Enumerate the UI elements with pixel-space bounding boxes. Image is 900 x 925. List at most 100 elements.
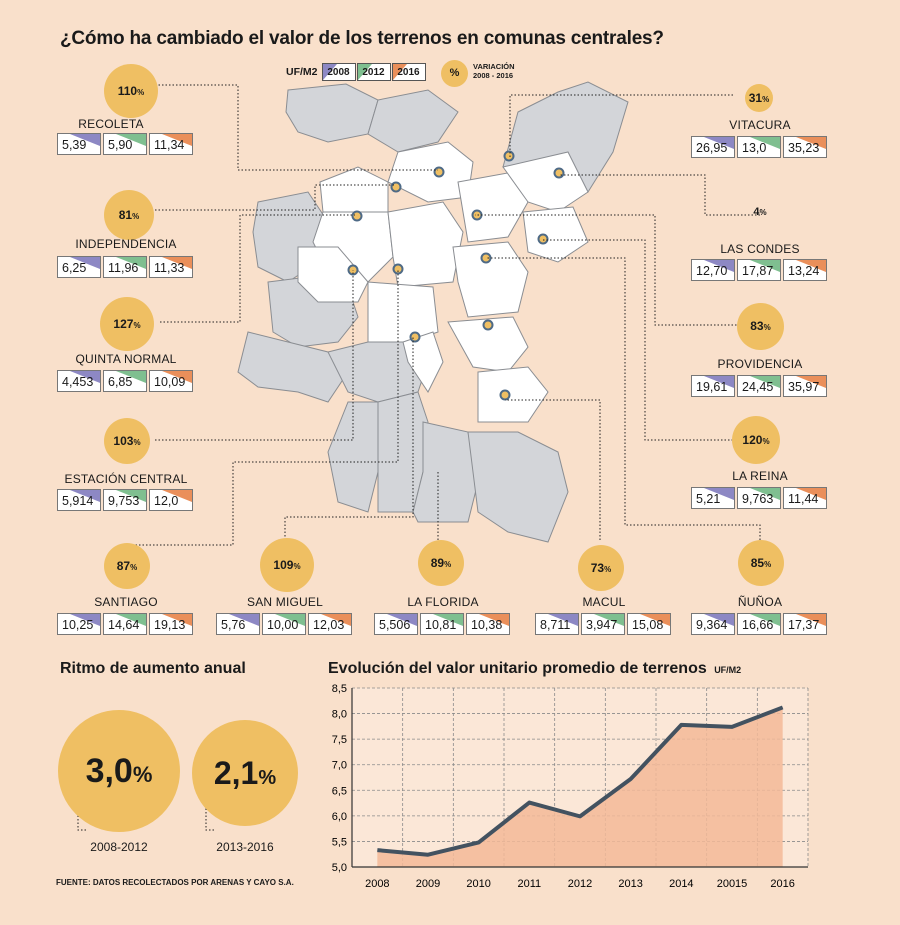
chart-title: Evolución del valor unitario promedio de… xyxy=(328,660,742,677)
comuna-values-macul: 8,711 3,947 15,08 xyxy=(535,613,673,635)
annual-rate-period-1: 2008-2012 xyxy=(90,840,148,854)
y-tick-label: 8,5 xyxy=(332,683,347,695)
value-cell-2016: 35,97 xyxy=(783,375,827,397)
map-zone-las-condes xyxy=(522,206,589,263)
y-tick-label: 7,0 xyxy=(332,760,347,772)
value-cell-2008: 6,25 xyxy=(57,256,101,278)
variation-badge-la-florida: 89% xyxy=(418,540,464,586)
map-zone-north xyxy=(367,89,459,153)
value-cell-2012: 17,87 xyxy=(737,259,781,281)
variation-badge-santiago: 87% xyxy=(104,543,150,589)
comuna-name-la-reina: LA REINA xyxy=(732,469,788,483)
variation-badge-percent: % xyxy=(759,208,767,217)
value-cell-2008: 26,95 xyxy=(691,136,735,158)
page-title: ¿Cómo ha cambiado el valor de los terren… xyxy=(60,28,664,49)
comuna-values-estación-central: 5,914 9,753 12,0 xyxy=(57,489,195,511)
value-cell-2016: 12,0 xyxy=(149,489,193,511)
variation-badge-providencia: 83% xyxy=(737,303,784,350)
connector-providencia xyxy=(475,214,740,326)
y-tick-label: 6,5 xyxy=(332,785,347,797)
x-tick-label: 2012 xyxy=(568,878,592,890)
map-dot-nunoa xyxy=(480,252,492,264)
variation-badge-percent: % xyxy=(293,562,301,571)
comuna-values-quinta-normal: 4,453 6,85 10,09 xyxy=(57,370,195,392)
value-cell-2012: 6,85 xyxy=(103,370,147,392)
comuna-values-las-condes: 12,70 17,87 13,24 xyxy=(691,259,829,281)
map-dot-las-condes xyxy=(537,233,549,245)
value-cell-2008: 5,914 xyxy=(57,489,101,511)
legend-year-2012: 2012 xyxy=(356,63,391,81)
value-cell-2016: 19,13 xyxy=(149,613,193,635)
connector-macul xyxy=(505,399,601,540)
value-cell-2008: 12,70 xyxy=(691,259,735,281)
y-tick-label: 6,0 xyxy=(332,811,347,823)
legend-pct-badge: % xyxy=(441,60,468,87)
comuna-name-la-florida: LA FLORIDA xyxy=(407,595,479,609)
comuna-values-independencia: 6,25 11,96 11,33 xyxy=(57,256,195,278)
comuna-values-recoleta: 5,39 5,90 11,34 xyxy=(57,133,195,155)
x-tick-label: 2013 xyxy=(618,878,642,890)
value-cell-2012: 10,00 xyxy=(262,613,306,635)
comuna-values-la-florida: 5,506 10,81 10,38 xyxy=(374,613,512,635)
x-tick-label: 2014 xyxy=(669,878,693,890)
map-zone-vitacura-south xyxy=(502,151,589,213)
comuna-name-san-miguel: SAN MIGUEL xyxy=(246,595,323,609)
y-tick-label: 5,5 xyxy=(332,836,347,848)
map-zone-south-east xyxy=(467,431,569,543)
legend-year-2016: 2016 xyxy=(391,63,426,81)
annual-rate-title: Ritmo de aumento anual xyxy=(60,660,246,677)
value-cell-2012: 11,96 xyxy=(103,256,147,278)
value-cell-2016: 11,44 xyxy=(783,487,827,509)
connector-las-condes xyxy=(559,174,760,216)
connector-nunoa xyxy=(487,257,761,540)
variation-badge-percent: % xyxy=(762,95,770,104)
variation-badge-percent: % xyxy=(137,88,145,97)
value-cell-2008: 5,39 xyxy=(57,133,101,155)
connector-san-miguel xyxy=(284,337,414,540)
x-tick-label: 20015 xyxy=(717,878,748,890)
variation-badge-las-condes: 4% xyxy=(753,206,767,218)
value-cell-2016: 17,37 xyxy=(783,613,827,635)
variation-badge-la-reina: 120% xyxy=(732,416,780,464)
comuna-name-vitacura: VITACURA xyxy=(729,118,791,132)
map-zone-santiago-north xyxy=(387,201,464,288)
value-cell-2012: 9,753 xyxy=(103,489,147,511)
value-cell-2012: 14,64 xyxy=(103,613,147,635)
area-fill xyxy=(377,707,783,867)
value-cell-2008: 5,21 xyxy=(691,487,735,509)
value-cell-2008: 8,711 xyxy=(535,613,579,635)
value-cell-2012: 3,947 xyxy=(581,613,625,635)
map-dot-recoleta xyxy=(433,166,445,178)
comuna-values-vitacura: 26,95 13,0 35,23 xyxy=(691,136,829,158)
comuna-values-san-miguel: 5,76 10,00 12,03 xyxy=(216,613,354,635)
variation-badge-percent: % xyxy=(130,563,138,572)
value-cell-2008: 10,25 xyxy=(57,613,101,635)
source-note: FUENTE: DATOS RECOLECTADOS POR ARENAS Y … xyxy=(56,878,294,887)
variation-badge-recoleta: 110% xyxy=(104,64,158,118)
variation-badge-san-miguel: 109% xyxy=(260,538,314,592)
comuna-values-ñuñoa: 9,364 16,66 17,37 xyxy=(691,613,829,635)
comuna-values-santiago: 10,25 14,64 19,13 xyxy=(57,613,195,635)
value-cell-2012: 9,763 xyxy=(737,487,781,509)
comuna-name-quinta-normal: QUINTA NORMAL xyxy=(75,352,177,366)
comuna-name-independencia: INDEPENDENCIA xyxy=(75,237,177,251)
map-dot-vitacura xyxy=(503,150,515,162)
value-evolution-chart: 5,0 5,5 6,0 6,5 7,0 7,5 8,0 8,5 2008 2009 2010 2011… xyxy=(332,683,809,890)
y-tick-label: 8,0 xyxy=(332,709,347,721)
comuna-name-ñuñoa: ÑUÑOA xyxy=(737,595,783,609)
connector-independencia xyxy=(155,184,395,211)
variation-badge-estación-central: 103% xyxy=(104,418,150,464)
comuna-name-estación-central: ESTACIÓN CENTRAL xyxy=(64,472,188,486)
value-cell-2016: 11,34 xyxy=(149,133,193,155)
value-cell-2016: 13,24 xyxy=(783,259,827,281)
variation-badge-percent: % xyxy=(604,565,612,574)
variation-badge-percent: % xyxy=(133,438,141,447)
x-tick-label: 2016 xyxy=(770,878,794,890)
annual-rate-period-2: 2013-2016 xyxy=(216,840,274,854)
map-dot-san-miguel xyxy=(409,331,421,343)
map-zone-la-florida xyxy=(477,366,549,423)
santiago-map xyxy=(237,81,629,543)
variation-badge-ñuñoa: 85% xyxy=(738,540,784,586)
x-tick-label: 2010 xyxy=(466,878,490,890)
